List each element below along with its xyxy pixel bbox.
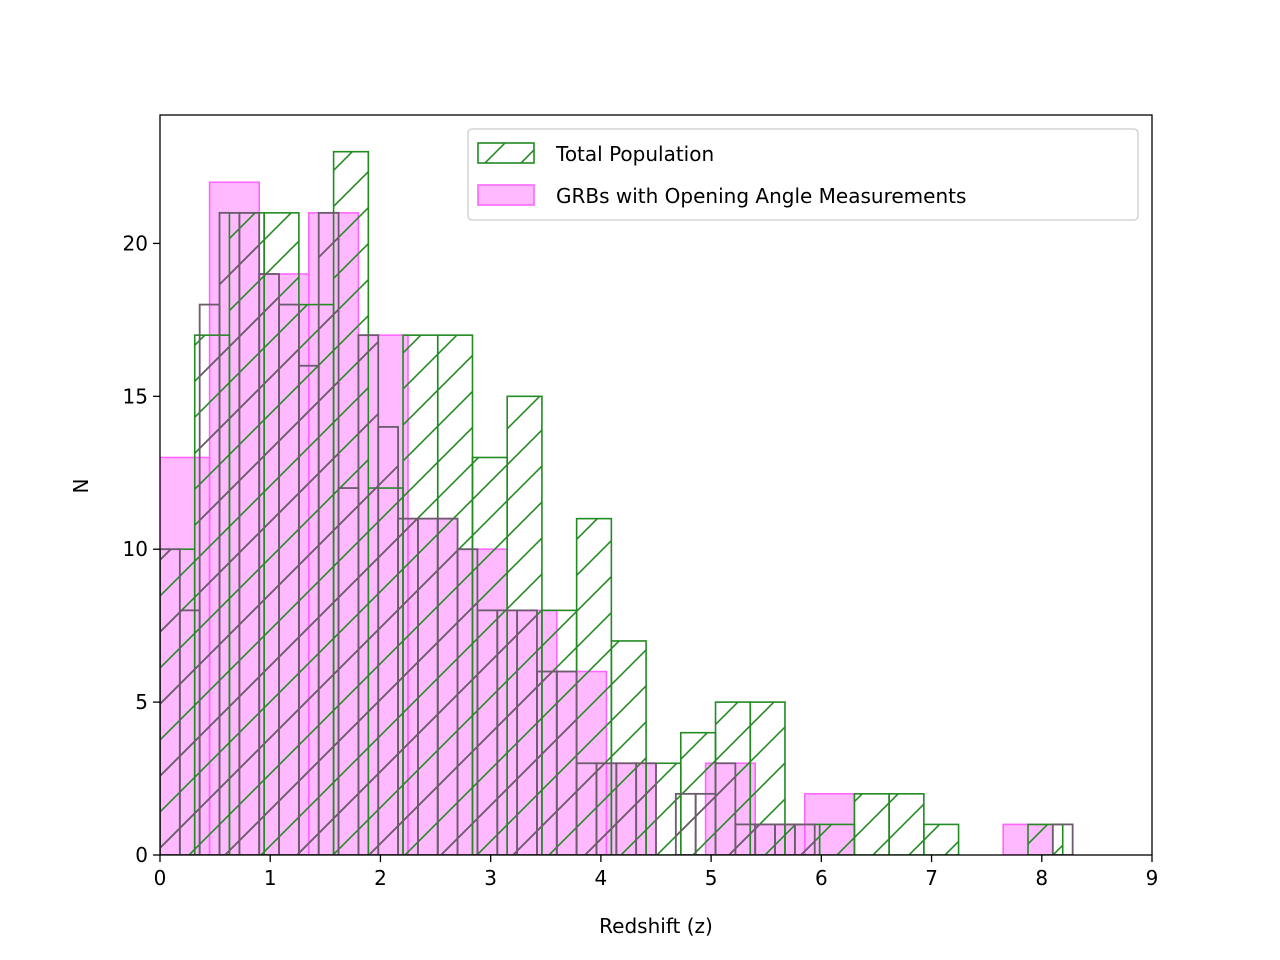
overlap-bar-32 [793, 823, 816, 855]
overlap-bar-2 [198, 303, 221, 855]
overlap-bar-16 [476, 609, 499, 855]
x-axis: 0 1 2 3 4 5 6 7 8 9 [154, 855, 1159, 890]
overlap-bar-27 [694, 792, 717, 855]
legend-label-grbs-opening-angle: GRBs with Opening Angle Measurements [556, 184, 966, 208]
overlap-bar-5 [258, 273, 280, 855]
overlap-bar-14 [436, 517, 459, 855]
y-tick-label-10: 10 [123, 537, 148, 561]
overlap-bar-13 [417, 517, 439, 855]
overlap-bar-6 [278, 303, 300, 855]
plot-area [160, 150, 1074, 855]
overlap-bar-1 [178, 609, 201, 855]
y-axis: 0 5 10 15 20 [123, 231, 160, 867]
overlap-bar-24 [635, 762, 657, 855]
overlap-bar-17 [496, 609, 519, 855]
y-tick-label-5: 5 [135, 690, 148, 714]
overlap-bar-12 [397, 517, 419, 855]
overlap-bar-18 [516, 609, 538, 855]
overlap-bar-7 [297, 364, 320, 855]
x-tick-label-6: 6 [815, 866, 828, 890]
overlap-bar-20 [555, 670, 578, 855]
overlap-bar-45 [1051, 823, 1074, 855]
overlap-bar-3 [218, 211, 241, 855]
overlap-bar-9 [337, 487, 360, 855]
plot-frame [159, 114, 1153, 856]
overlap-bar-8 [317, 211, 340, 855]
x-tick-label-0: 0 [154, 866, 167, 890]
x-tick-label-5: 5 [705, 866, 718, 890]
overlap-bar-29 [734, 823, 757, 855]
overlap-bar-0 [160, 548, 181, 855]
legend-label-total-population: Total Population [555, 142, 714, 166]
y-tick-label-15: 15 [123, 384, 148, 408]
series-overlap-outline [160, 211, 1074, 855]
overlap-bar-31 [774, 823, 796, 855]
overlap-bar-28 [714, 762, 737, 855]
x-tick-label-7: 7 [925, 866, 938, 890]
x-tick-label-2: 2 [374, 866, 387, 890]
y-axis-label: N [69, 479, 93, 494]
x-tick-label-8: 8 [1035, 866, 1048, 890]
x-tick-label-1: 1 [264, 866, 277, 890]
overlap-bar-22 [595, 762, 618, 855]
legend: Total Population GRBs with Opening Angle… [467, 128, 1139, 221]
legend-box [467, 128, 1139, 221]
x-tick-label-9: 9 [1146, 866, 1159, 890]
overlap-bar-11 [377, 426, 399, 855]
legend-swatch-grbs-opening-angle [477, 184, 535, 206]
total-population-bar-21 [888, 793, 925, 855]
total-population-bar-20 [853, 793, 890, 855]
y-tick-label-0: 0 [135, 843, 148, 867]
overlap-bar-30 [754, 823, 776, 855]
x-tick-label-3: 3 [484, 866, 497, 890]
overlap-bar-4 [238, 211, 261, 855]
overlap-bar-19 [536, 670, 558, 855]
legend-swatch-total-population [477, 142, 535, 164]
total-population-bar-19 [818, 823, 856, 855]
y-tick-label-20: 20 [123, 231, 148, 255]
overlap-bar-26 [674, 792, 697, 855]
x-tick-label-4: 4 [595, 866, 608, 890]
overlap-bar-21 [575, 762, 598, 855]
overlap-bar-15 [456, 548, 479, 855]
overlap-bar-23 [615, 762, 638, 855]
overlap-bar-10 [357, 334, 380, 855]
x-axis-label: Redshift (z) [599, 914, 713, 938]
total-population-bar-22 [923, 823, 960, 855]
